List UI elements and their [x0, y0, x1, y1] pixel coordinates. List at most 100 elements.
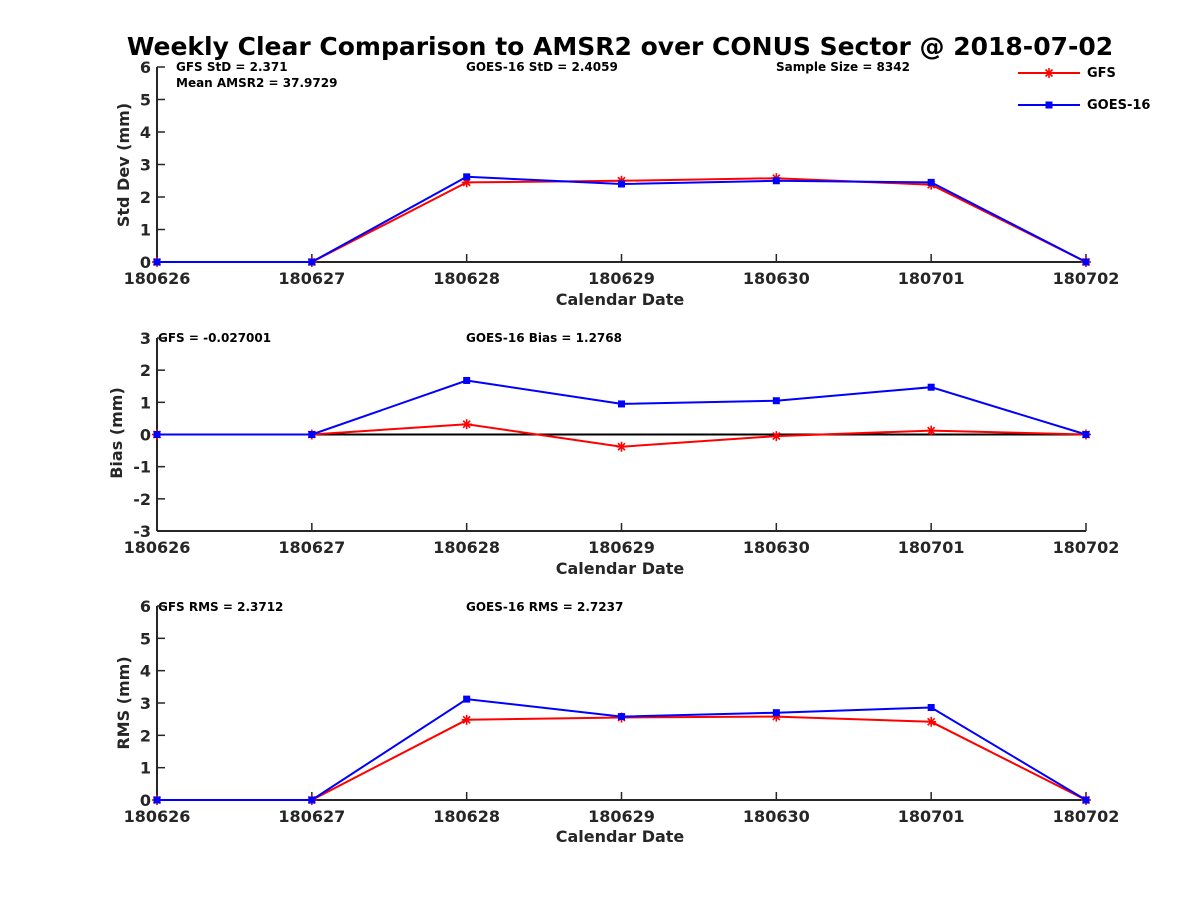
legend-label-goes16: GOES-16 [1087, 98, 1150, 113]
series-goes-16 [153, 695, 1090, 804]
data-point [153, 796, 161, 804]
x-tick-label: 180629 [588, 538, 655, 557]
annot-goes16-rms: GOES-16 RMS = 2.7237 [466, 600, 623, 614]
x-tick-label: 180701 [898, 538, 965, 557]
y-tick-label: 5 [140, 629, 151, 648]
y-axis-label: Bias (mm) [107, 387, 126, 479]
series-line-goes-16 [157, 175, 1087, 263]
data-point [461, 714, 472, 725]
y-tick-label: 4 [140, 662, 151, 681]
annot-gfs-std: GFS StD = 2.371 [176, 60, 288, 74]
x-tick-label: 180630 [743, 807, 810, 826]
x-tick-label: 180627 [278, 807, 345, 826]
data-point [153, 258, 161, 266]
annot-mean-amsr2: Mean AMSR2 = 37.9729 [176, 76, 337, 90]
x-tick-label: 180701 [898, 269, 965, 288]
data-point [772, 709, 780, 717]
y-tick-label: 6 [140, 597, 151, 616]
y-tick-label: 0 [140, 791, 151, 810]
legend-entry-gfs: GFS [1018, 66, 1116, 81]
y-tick-label: 3 [140, 694, 151, 713]
data-point [927, 178, 935, 186]
y-tick-label: -1 [133, 458, 151, 477]
data-point [463, 173, 471, 181]
legend-entry-goes16: GOES-16 [1018, 98, 1150, 113]
annot-goes16-bias: GOES-16 Bias = 1.2768 [466, 331, 622, 345]
x-tick-label: 180630 [743, 269, 810, 288]
y-tick-label: 1 [140, 221, 151, 240]
y-tick-label: 2 [140, 188, 151, 207]
y-tick-label: 2 [140, 726, 151, 745]
x-tick-label: 180702 [1053, 269, 1120, 288]
data-point [463, 695, 471, 703]
y-tick-label: 6 [140, 58, 151, 77]
x-tick-label: 180702 [1053, 807, 1120, 826]
data-point [1082, 431, 1090, 438]
y-tick-label: 3 [140, 156, 151, 175]
data-point [926, 425, 937, 436]
y-tick-label: 4 [140, 123, 151, 142]
legend-label-gfs: GFS [1087, 66, 1116, 81]
x-tick-label: 180626 [124, 807, 191, 826]
legend-marker-gfs [1044, 68, 1054, 78]
x-tick-label: 180701 [898, 807, 965, 826]
y-tick-label: 1 [140, 393, 151, 412]
data-point [771, 431, 782, 442]
x-tick-label: 180626 [124, 269, 191, 288]
data-point [461, 419, 472, 430]
y-tick-label: 5 [140, 91, 151, 110]
series-goes-16 [153, 376, 1090, 438]
data-point [772, 177, 780, 185]
annot-sample-size: Sample Size = 8342 [776, 60, 910, 74]
data-point [1082, 796, 1090, 804]
annot-goes16-std: GOES-16 StD = 2.4059 [466, 60, 618, 74]
x-tick-label: 180627 [278, 269, 345, 288]
y-tick-label: 1 [140, 759, 151, 778]
series-goes-16 [153, 173, 1090, 266]
data-point [463, 376, 471, 384]
chart-title: Weekly Clear Comparison to AMSR2 over CO… [127, 32, 1113, 61]
x-tick-label: 180628 [433, 538, 500, 557]
data-point [308, 258, 316, 266]
x-tick-label: 180628 [433, 269, 500, 288]
data-point [927, 383, 935, 391]
legend-marker-goes16 [1045, 101, 1053, 109]
x-axis-label: Calendar Date [556, 290, 685, 309]
x-tick-label: 180630 [743, 538, 810, 557]
y-tick-label: 0 [140, 253, 151, 272]
data-point [308, 796, 316, 804]
data-point [618, 400, 625, 408]
data-point [772, 397, 780, 405]
y-tick-label: 2 [140, 361, 151, 380]
panel-bias: GFS = -0.027001 GOES-16 Bias = 1.2768 Ca… [107, 329, 1119, 578]
x-axis-label: Calendar Date [556, 559, 685, 578]
y-tick-label: -3 [133, 522, 151, 541]
data-point [153, 431, 161, 438]
series-line-goes-16 [157, 379, 1087, 436]
x-tick-label: 180627 [278, 538, 345, 557]
annot-gfs-bias: GFS = -0.027001 [158, 331, 271, 345]
legend: GFS GOES-16 [1018, 66, 1150, 113]
panel-rms: GFS RMS = 2.3712 GOES-16 RMS = 2.7237 Ca… [114, 597, 1119, 846]
data-point [926, 716, 937, 727]
annot-gfs-rms: GFS RMS = 2.3712 [158, 600, 283, 614]
y-axis-label: Std Dev (mm) [114, 103, 133, 227]
x-tick-label: 180626 [124, 538, 191, 557]
x-tick-label: 180629 [588, 807, 655, 826]
data-point [616, 441, 627, 452]
x-tick-label: 180629 [588, 269, 655, 288]
series-gfs [152, 711, 1091, 805]
series-line-gfs [157, 715, 1087, 801]
x-axis-label: Calendar Date [556, 827, 685, 846]
data-point [1082, 258, 1090, 266]
y-axis-label: RMS (mm) [114, 656, 133, 749]
y-tick-label: 0 [140, 426, 151, 445]
data-point [927, 704, 935, 712]
data-point [618, 713, 625, 721]
y-tick-label: 3 [140, 329, 151, 348]
x-tick-label: 180702 [1053, 538, 1120, 557]
x-tick-label: 180628 [433, 807, 500, 826]
panel-std-dev: GFS StD = 2.371 Mean AMSR2 = 37.9729 GOE… [114, 58, 1119, 309]
y-tick-label: -2 [133, 490, 151, 509]
